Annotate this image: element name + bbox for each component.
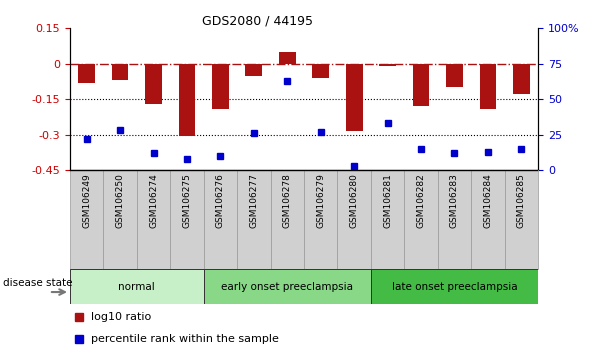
Title: GDS2080 / 44195: GDS2080 / 44195 [202, 14, 313, 27]
Bar [137, 170, 170, 269]
Text: early onset preeclampsia: early onset preeclampsia [221, 282, 353, 292]
Bar [513, 64, 530, 95]
Text: GSM106276: GSM106276 [216, 173, 225, 228]
Bar [204, 269, 371, 304]
Text: GSM106275: GSM106275 [182, 173, 192, 228]
Text: late onset preeclampsia: late onset preeclampsia [392, 282, 517, 292]
Text: GSM106274: GSM106274 [149, 173, 158, 228]
Text: GSM106283: GSM106283 [450, 173, 459, 228]
Bar [112, 64, 128, 80]
Bar [145, 64, 162, 104]
Text: GSM106284: GSM106284 [483, 173, 492, 228]
Text: GSM106279: GSM106279 [316, 173, 325, 228]
Bar [446, 64, 463, 87]
Bar [346, 64, 362, 131]
Text: normal: normal [119, 282, 155, 292]
Text: disease state: disease state [3, 278, 72, 288]
Text: GSM106285: GSM106285 [517, 173, 526, 228]
Text: GSM106250: GSM106250 [116, 173, 125, 228]
Bar [471, 170, 505, 269]
Bar [179, 64, 195, 136]
Text: percentile rank within the sample: percentile rank within the sample [91, 334, 279, 344]
Bar [103, 170, 137, 269]
Bar [212, 64, 229, 109]
Bar [204, 170, 237, 269]
Bar [413, 64, 429, 106]
Bar [246, 64, 262, 75]
Bar [170, 170, 204, 269]
Text: GSM106282: GSM106282 [416, 173, 426, 228]
Text: log10 ratio: log10 ratio [91, 312, 151, 322]
Text: GSM106277: GSM106277 [249, 173, 258, 228]
Bar [70, 170, 103, 269]
Bar [505, 170, 538, 269]
Bar [70, 269, 204, 304]
Bar [371, 269, 538, 304]
Bar [279, 52, 295, 64]
Bar [480, 64, 496, 109]
Bar [379, 64, 396, 66]
Bar [404, 170, 438, 269]
Text: GSM106280: GSM106280 [350, 173, 359, 228]
Text: GSM106281: GSM106281 [383, 173, 392, 228]
Bar [271, 170, 304, 269]
Bar [78, 64, 95, 82]
Bar [237, 170, 271, 269]
Bar [438, 170, 471, 269]
Bar [371, 170, 404, 269]
Text: GSM106249: GSM106249 [82, 173, 91, 228]
Bar [313, 64, 329, 78]
Bar [337, 170, 371, 269]
Bar [304, 170, 337, 269]
Text: GSM106278: GSM106278 [283, 173, 292, 228]
